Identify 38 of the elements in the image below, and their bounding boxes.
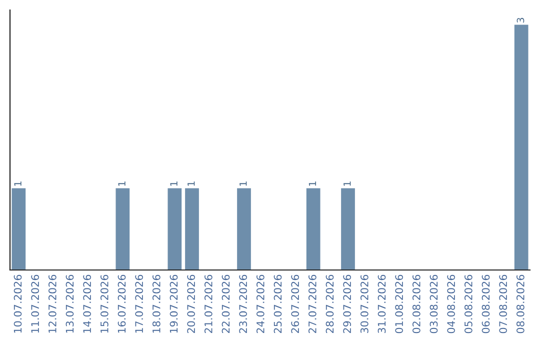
- x-tick-label: 13.07.2026: [66, 274, 74, 333]
- x-tick-label: 20.07.2026: [187, 274, 196, 334]
- x-tick-label: 30.07.2026: [360, 274, 368, 334]
- data-label: 3: [516, 18, 524, 23]
- x-tick-label: 27.07.2026: [308, 274, 316, 334]
- x-tick-label: 19.07.2026: [170, 274, 178, 333]
- data-label: 1: [118, 182, 126, 186]
- x-tick-label: 07.08.2026: [499, 274, 508, 334]
- x-tick-label: 15.07.2026: [100, 274, 108, 333]
- x-tick-label: 28.07.2026: [326, 274, 334, 334]
- x-tick-label: 04.08.2026: [447, 274, 456, 334]
- x-tick-label: 03.08.2026: [430, 274, 438, 334]
- x-tick-label: 31.07.2026: [378, 274, 386, 334]
- x-tick-label: 11.07.2026: [31, 274, 40, 333]
- x-tick-label: 24.07.2026: [256, 274, 264, 334]
- x-tick-label: 25.07.2026: [274, 274, 282, 334]
- x-tick-label: 10.07.2026: [14, 274, 22, 333]
- x-tick-label: 12.07.2026: [48, 274, 56, 333]
- x-tick-label: 14.07.2026: [83, 274, 92, 333]
- x-tick-label: 22.07.2026: [222, 274, 230, 334]
- x-tick-label: 08.08.2026: [516, 274, 524, 334]
- x-tick-label: 02.08.2026: [412, 274, 420, 334]
- data-label: 1: [308, 182, 316, 186]
- x-tick-label: 29.07.2026: [343, 274, 352, 334]
- x-tick-label: 26.07.2026: [291, 274, 300, 334]
- data-label: 1: [14, 182, 22, 186]
- x-tick-label: 16.07.2026: [118, 274, 126, 333]
- x-tick-label: 05.08.2026: [464, 274, 472, 334]
- x-tick-label: 17.07.2026: [135, 274, 144, 333]
- x-tick-label: 01.08.2026: [395, 274, 404, 334]
- data-label: 1: [188, 182, 195, 186]
- x-tick-label: 21.07.2026: [204, 274, 212, 334]
- data-label: 1: [240, 182, 247, 186]
- data-label: 1: [344, 182, 351, 186]
- x-tick-label: 18.07.2026: [152, 274, 160, 333]
- data-label: 1: [170, 182, 178, 186]
- x-tick-label: 23.07.2026: [239, 274, 248, 334]
- x-tick-label: 06.08.2026: [482, 274, 490, 334]
